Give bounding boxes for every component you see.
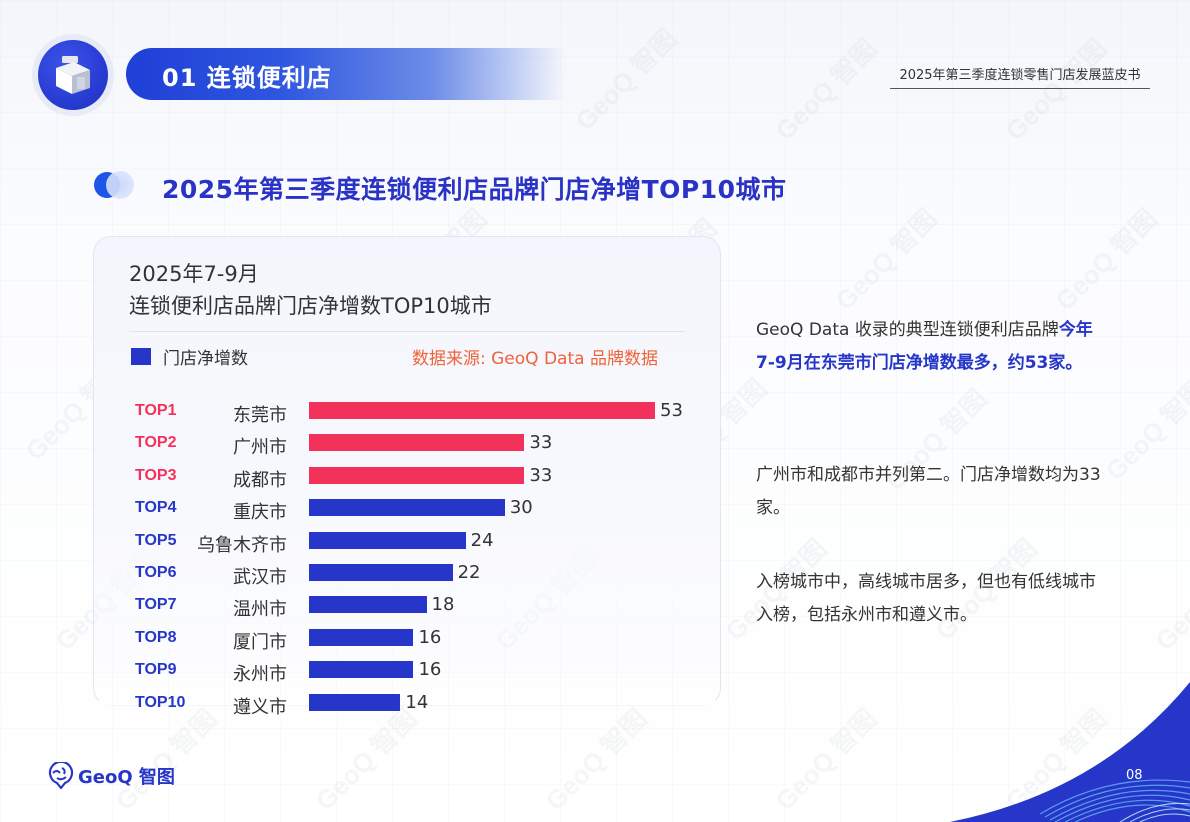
bar-value: 24	[470, 529, 494, 551]
bar-row: TOP8 厦门市 16	[0, 625, 740, 655]
bar	[309, 531, 466, 549]
chart-legend: 门店净增数	[131, 344, 248, 369]
watermark: GeoQ 智图	[569, 22, 683, 137]
analysis-paragraph-2: 广州市和成都市并列第二。门店净增数均为33家。	[756, 465, 1101, 518]
analysis-paragraph-1: GeoQ Data 收录的典型连锁便利店品牌今年7-9月在东莞市门店净增数最多，…	[756, 314, 1101, 380]
city-label: 东莞市	[233, 405, 287, 426]
bar-row: TOP5 乌鲁木齐市 24	[0, 528, 740, 558]
city-label: 厦门市	[233, 631, 287, 653]
rank-label: TOP9	[135, 661, 177, 679]
rank-label: TOP5	[135, 531, 177, 549]
watermark: GeoQ 智图	[769, 32, 883, 147]
section-banner: 01 连锁便利店	[126, 48, 566, 100]
bar-value: 18	[431, 594, 455, 616]
legend-label: 门店净增数	[163, 349, 248, 369]
chart-title-line2: 连锁便利店品牌门店净增数TOP10城市	[129, 294, 492, 318]
rank-label: TOP4	[135, 499, 177, 517]
geoq-logo: GeoQ 智图	[48, 762, 175, 790]
city-label: 遵义市	[233, 696, 287, 718]
rank-label: TOP1	[135, 402, 177, 419]
watermark: GeoQ 智图	[829, 202, 943, 317]
bar-value: 30	[509, 497, 533, 519]
bar-row: TOP1 东莞市 53	[0, 398, 740, 428]
bar-value: 22	[457, 562, 481, 583]
geoq-logo-icon	[48, 762, 74, 790]
city-label: 武汉市	[233, 567, 287, 588]
bar	[309, 596, 427, 614]
bar-row: TOP4 重庆市 30	[0, 495, 740, 525]
legend-swatch	[131, 348, 151, 365]
bar	[309, 466, 525, 484]
chart-title-line1: 2025年7-9月	[129, 262, 259, 286]
bar-row: TOP6 武汉市 22	[0, 560, 740, 590]
city-label: 重庆市	[233, 502, 287, 524]
section-title: 01 连锁便利店	[162, 64, 332, 92]
watermark: GeoQ 智图	[1049, 202, 1163, 317]
analysis-paragraph-3: 入榜城市中，高线城市居多，但也有低线城市入榜，包括永州市和遵义市。	[756, 572, 1096, 625]
document-title: 2025年第三季度连锁零售门店发展蓝皮书	[890, 64, 1150, 89]
logo-text: GeoQ 智图	[78, 767, 175, 788]
bar	[309, 661, 414, 679]
analysis-text: GeoQ Data 收录的典型连锁便利店品牌	[756, 320, 1059, 340]
bar	[309, 628, 414, 646]
rank-label: TOP6	[135, 564, 177, 581]
city-label: 乌鲁木齐市	[197, 534, 287, 556]
title-decoration-icon	[94, 170, 144, 200]
watermark: GeoQ 智图	[1149, 543, 1190, 657]
bar-value: 53	[660, 400, 683, 421]
bar-row: TOP2 广州市 33	[0, 430, 740, 460]
bar	[309, 434, 525, 452]
city-label: 广州市	[233, 437, 287, 459]
corner-decoration	[950, 682, 1190, 822]
bar-value: 16	[418, 659, 442, 681]
city-label: 永州市	[233, 664, 287, 686]
rank-label: TOP10	[135, 693, 186, 711]
data-source: 数据来源: GeoQ Data 品牌数据	[412, 349, 658, 369]
rank-label: TOP8	[135, 628, 177, 646]
city-label: 温州市	[233, 599, 287, 621]
city-label: 成都市	[233, 469, 287, 491]
bar-value: 16	[418, 626, 442, 648]
bar-row: TOP10 遵义市 14	[0, 690, 740, 720]
bar-row: TOP9 永州市 16	[0, 657, 740, 687]
bar-row: TOP3 成都市 33	[0, 463, 740, 493]
watermark: GeoQ 智图	[769, 702, 883, 817]
bar	[309, 499, 505, 517]
divider	[129, 331, 685, 332]
page-title: 2025年第三季度连锁便利店品牌门店净增TOP10城市	[162, 175, 787, 204]
section-icon	[38, 40, 108, 110]
watermark: GeoQ 智图	[1099, 372, 1190, 487]
bar-value: 33	[529, 432, 553, 454]
bar	[309, 402, 655, 419]
bar-row: TOP7 温州市 18	[0, 592, 740, 622]
bar	[309, 564, 453, 581]
rank-label: TOP7	[135, 596, 177, 614]
store-icon	[56, 56, 90, 94]
bar-value: 33	[529, 464, 553, 486]
analysis-highlight: 今年7-9月在东莞市门店净增数最多，约53家。	[756, 320, 1093, 373]
rank-label: TOP3	[135, 466, 177, 484]
bar-value: 14	[405, 691, 429, 713]
bar	[309, 693, 401, 711]
rank-label: TOP2	[135, 434, 177, 452]
page-number: 08	[1126, 768, 1143, 783]
